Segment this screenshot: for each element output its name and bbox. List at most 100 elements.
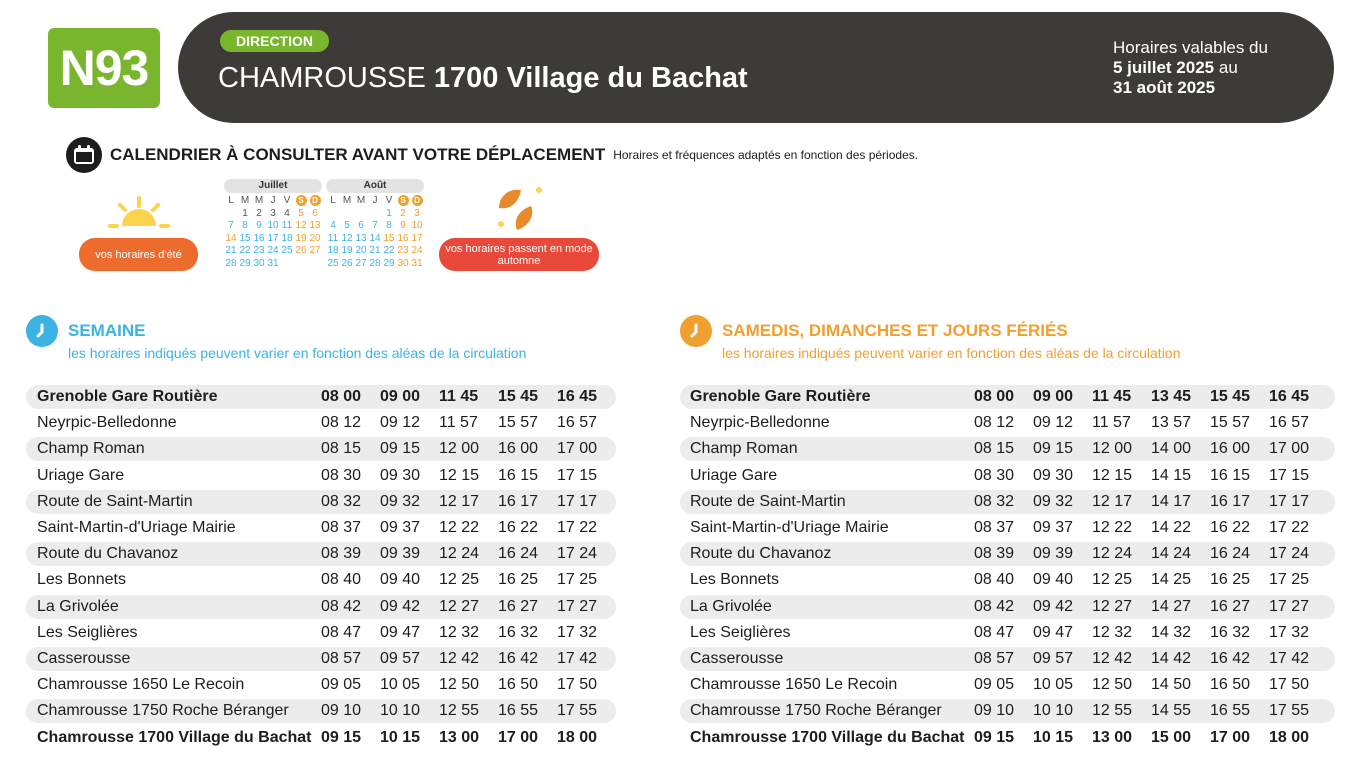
departure-time: 13 00 [1092, 728, 1133, 746]
weekday-header: V [283, 195, 291, 206]
departure-time: 08 32 [321, 492, 362, 510]
dest-stop: 1700 Village du Bachat [433, 62, 748, 94]
calendar-day: 13 [355, 232, 367, 244]
departure-time: 14 22 [1151, 519, 1192, 536]
departure-time: 12 24 [1092, 545, 1133, 563]
calendar-day: 20 [355, 245, 367, 256]
calendar-day: 13 [309, 220, 321, 231]
departure-time: 14 24 [1151, 545, 1192, 563]
calendar-day: 27 [355, 257, 367, 269]
departure-time: 15 57 [498, 414, 539, 432]
table-row: Neyrpic-Belledonne 08 12 09 12 11 57 13 57 15… [680, 411, 1335, 435]
departure-time: 16 00 [498, 440, 539, 458]
weekday-header: J [270, 195, 276, 206]
table-row: La Grivolée 08 42 09 42 12 27 16 27 17 27 [26, 594, 616, 619]
departure-time: 09 10 [321, 702, 362, 720]
departure-time: 09 30 [1033, 466, 1074, 484]
month-1: Août L M M J V S D 1 2 3 4 5 6 7 8 9 10 11 12 13 14 15 16 17 18 19… [326, 179, 424, 270]
calendar-day: 4 [330, 220, 336, 231]
calendar-day: 25 [281, 245, 293, 256]
departure-time: 09 12 [380, 414, 421, 432]
departure-time: 13 57 [1151, 414, 1192, 432]
stop-name: Les Seiglières [37, 623, 138, 641]
departure-time: 16 17 [1210, 492, 1251, 510]
departure-time: 16 32 [498, 623, 539, 641]
calendar-day: 10 [411, 220, 423, 231]
stop-name: Les Seiglières [690, 623, 791, 641]
section-note: les horaires indiqués peuvent varier en … [722, 345, 1181, 361]
departure-time: 16 42 [498, 650, 539, 667]
departure-time: 16 27 [498, 597, 539, 615]
departure-time: 12 55 [439, 702, 480, 720]
departure-time: 17 00 [557, 440, 598, 458]
departure-time: 09 05 [321, 676, 362, 694]
calendar-heading: CALENDRIER À CONSULTER AVANT VOTRE DÉPLA… [66, 137, 918, 173]
table-row: Neyrpic-Belledonne 08 12 09 12 11 57 15 57 16… [26, 411, 616, 435]
calendar-day: 15 [239, 232, 251, 244]
calendar-title: CALENDRIER À CONSULTER AVANT VOTRE DÉPLA… [110, 145, 606, 164]
weekday-header: V [385, 195, 393, 206]
calendar-day: 30 [397, 257, 409, 269]
table-row: Chamrousse 1700 Village du Bachat 09 15 10… [26, 726, 616, 750]
departure-time: 12 32 [1092, 623, 1133, 641]
calendar-day: 7 [372, 220, 378, 231]
calendar-day: 18 [327, 245, 339, 256]
stop-name: Route du Chavanoz [690, 545, 832, 563]
weekday-header: L [330, 195, 336, 206]
calendar-day: 16 [253, 232, 265, 244]
departure-time: 09 57 [380, 650, 421, 667]
weekday-header: M [240, 195, 250, 206]
table-row: Les Seiglières 08 47 09 47 12 32 16 32 17 32 [26, 621, 616, 645]
departure-time: 17 42 [557, 650, 598, 667]
departure-time: 16 45 [557, 388, 598, 405]
table-row: Chamrousse 1750 Roche Béranger 09 10 10 10… [680, 699, 1335, 724]
table-row: Champ Roman 08 15 09 15 12 00 16 00 17 00 [26, 437, 616, 462]
calendar-subtitle: Horaires et fréquences adaptés en foncti… [613, 148, 919, 162]
departure-time: 12 15 [1092, 466, 1133, 484]
departure-time: 17 00 [1269, 440, 1310, 458]
calendar-day: 6 [312, 207, 318, 219]
summer-schedule-label: vos horaires d'été [79, 238, 198, 271]
calendar-day: 6 [358, 220, 364, 231]
line-number-badge: N93 [48, 28, 160, 108]
departure-time: 16 50 [498, 676, 539, 694]
calendar-day: 5 [344, 220, 350, 231]
validity-period: Horaires valables du 5 juillet 2025 au 3… [1113, 38, 1268, 98]
departure-time: 09 39 [1033, 545, 1074, 563]
calendar-day: 30 [253, 257, 265, 269]
departure-time: 09 00 [1033, 388, 1074, 405]
departure-time: 08 00 [321, 388, 362, 405]
destination-title: CHAMROUSSE 1700 Village du Bachat [218, 62, 748, 95]
departure-time: 10 05 [1033, 676, 1074, 694]
table-row: Route de Saint-Martin 08 32 09 32 12 17 14 1… [680, 489, 1335, 514]
validity-mid: au [1218, 58, 1238, 77]
calendar-day: 21 [225, 245, 237, 256]
departure-time: 15 45 [498, 388, 539, 405]
departure-time: 17 32 [1269, 623, 1310, 641]
departure-time: 17 27 [1269, 597, 1310, 615]
departure-time: 17 32 [557, 623, 598, 641]
calendar-day: 31 [411, 257, 423, 269]
calendar-day: 12 [295, 220, 307, 231]
stop-name: Uriage Gare [690, 466, 778, 484]
calendar-day: 2 [400, 207, 406, 219]
departure-time: 11 45 [1092, 388, 1132, 405]
departure-time: 12 55 [1092, 702, 1133, 720]
departure-time: 08 12 [974, 414, 1015, 432]
departure-time: 12 50 [1092, 676, 1133, 694]
departure-time: 08 15 [974, 440, 1015, 458]
departure-time: 17 00 [1210, 728, 1251, 746]
departure-time: 12 17 [1092, 492, 1133, 510]
stop-name: Grenoble Gare Routière [690, 388, 871, 405]
stop-name: Neyrpic-Belledonne [37, 414, 177, 432]
departure-time: 08 39 [974, 545, 1015, 563]
departure-time: 09 00 [380, 388, 421, 405]
stop-name: Champ Roman [690, 440, 798, 458]
departure-time: 08 57 [974, 650, 1015, 667]
table-row: Champ Roman 08 15 09 15 12 00 14 00 16 00 17 0… [680, 437, 1335, 462]
departure-time: 08 30 [974, 466, 1015, 484]
departure-time: 16 27 [1210, 597, 1251, 615]
calendar-day: 22 [383, 245, 395, 256]
sun-icon [108, 196, 170, 235]
departure-time: 16 55 [498, 702, 539, 720]
